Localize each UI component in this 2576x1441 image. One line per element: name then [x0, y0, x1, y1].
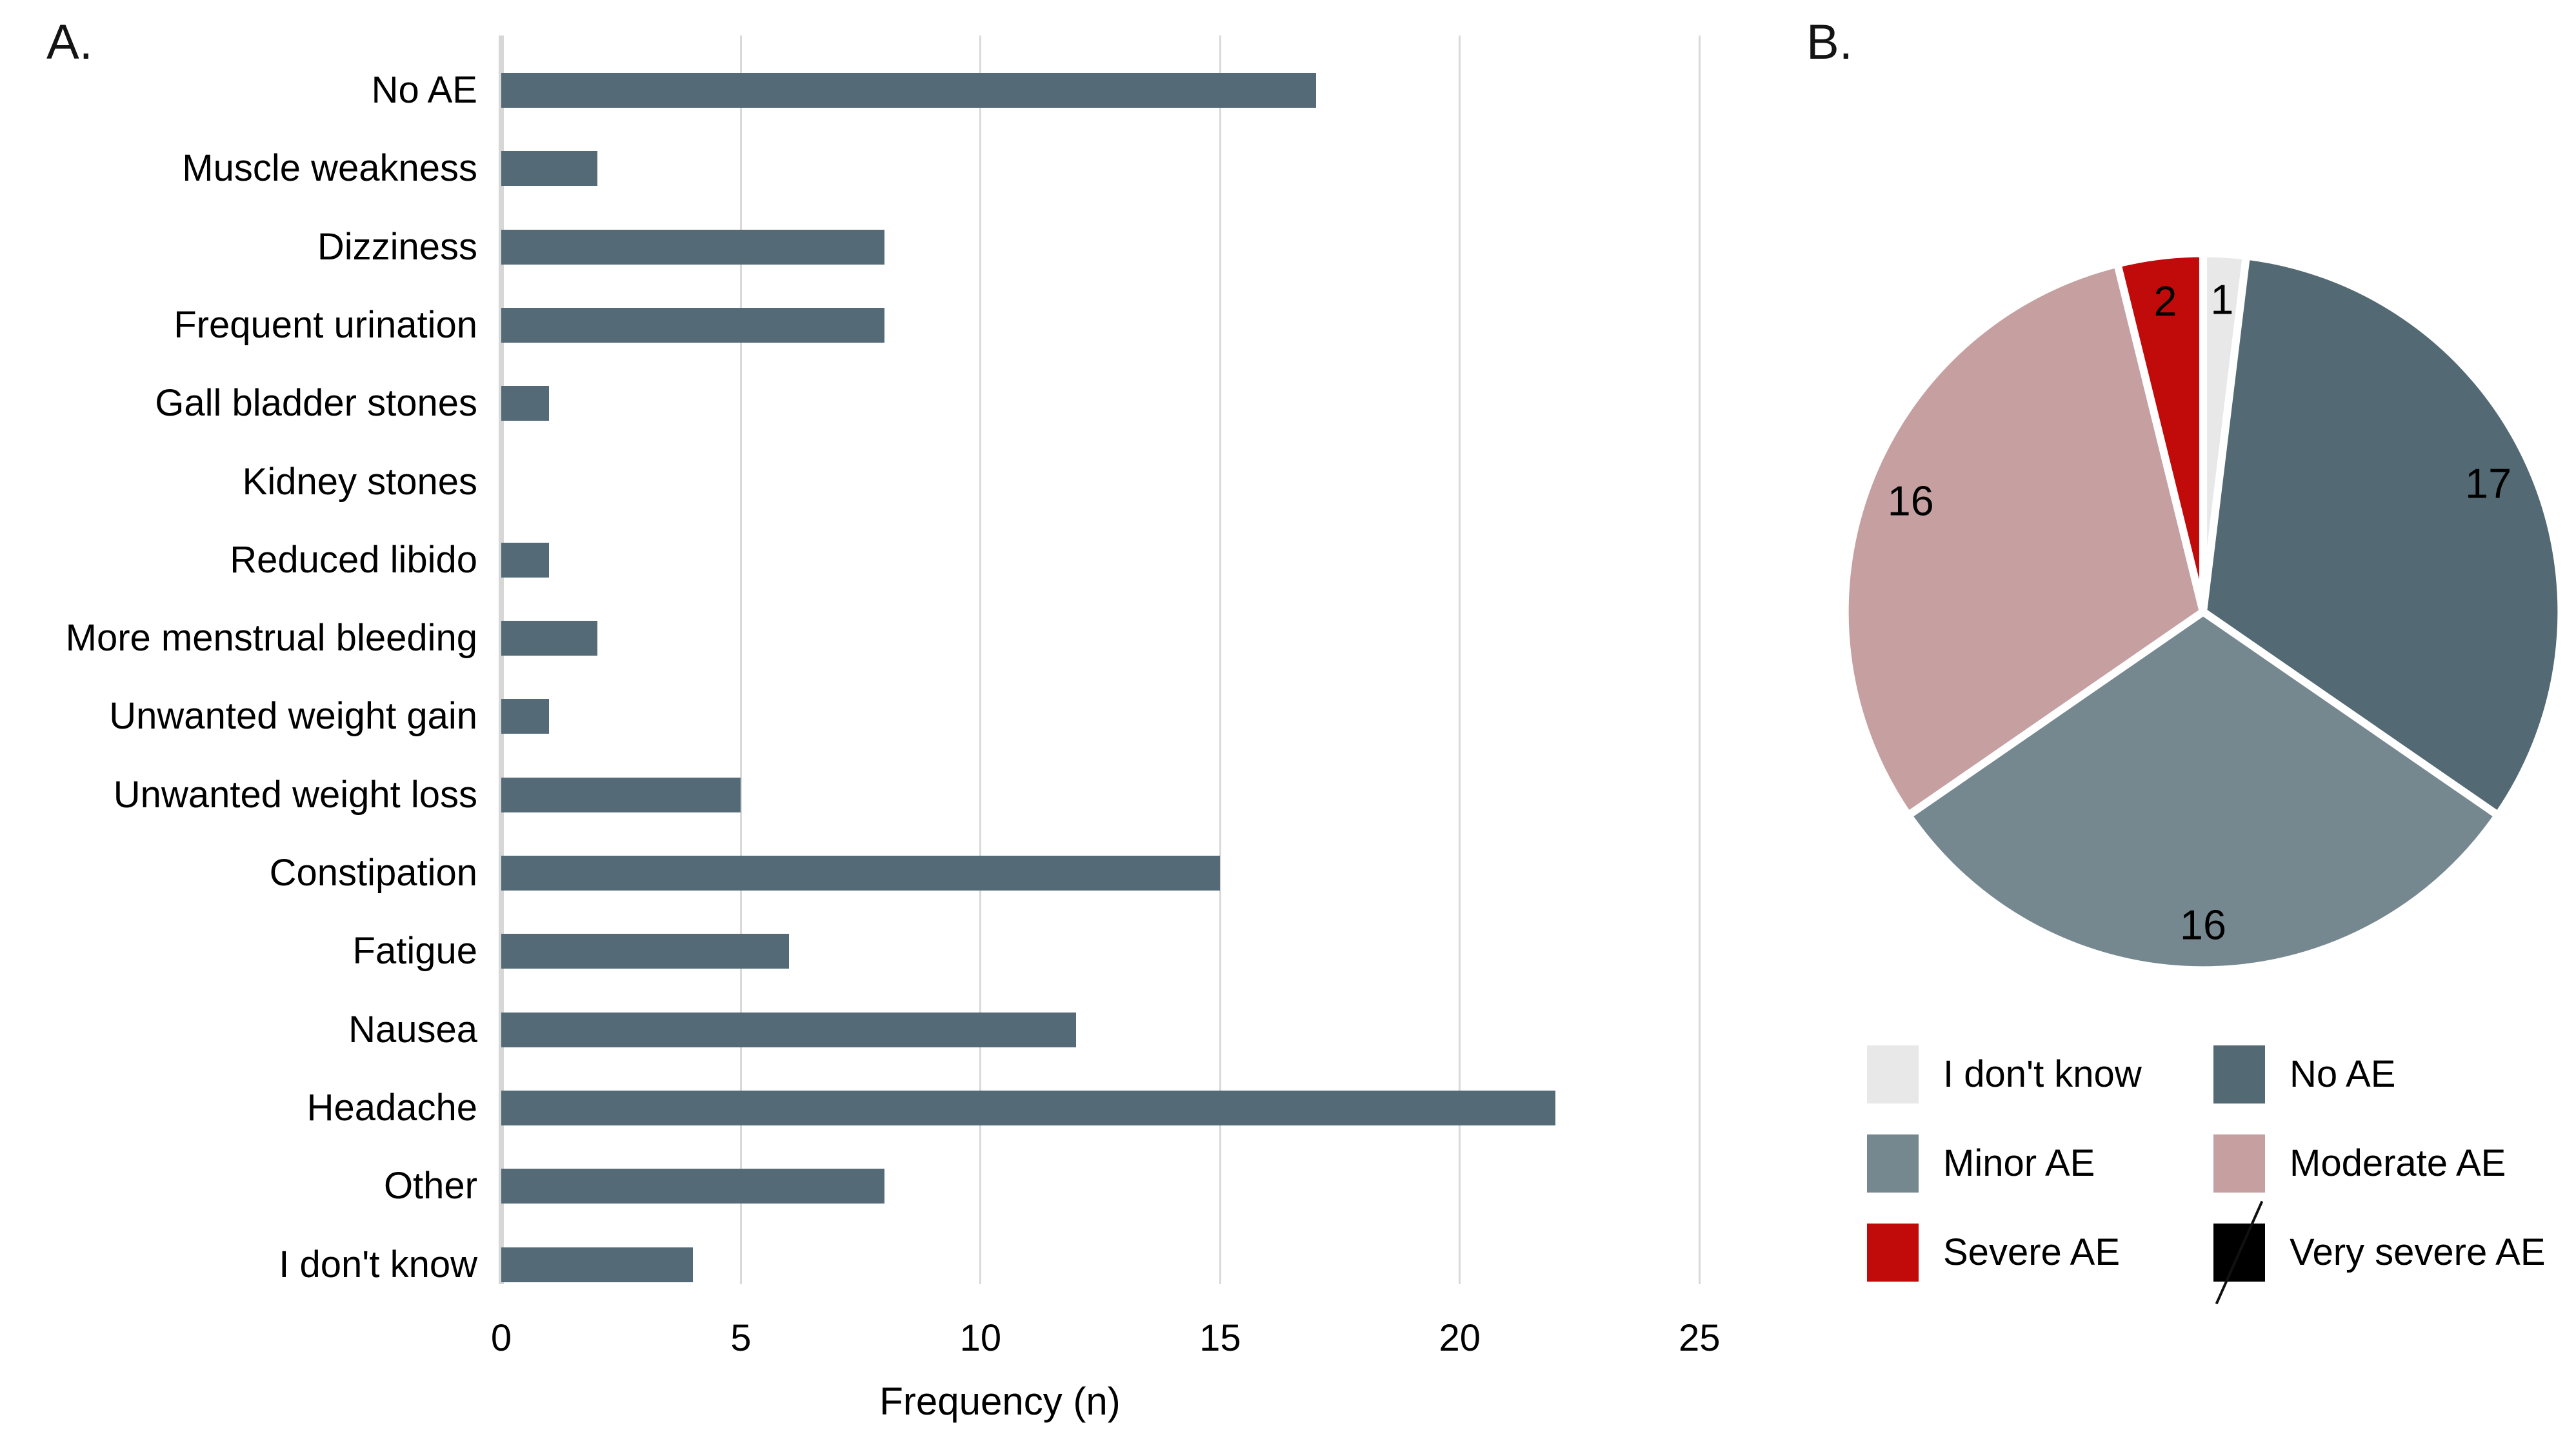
pie-value-label: 1	[2210, 276, 2233, 323]
bar	[501, 73, 1316, 108]
zero-slash-mark	[2215, 1200, 2264, 1305]
bar	[501, 229, 885, 265]
gridline	[979, 35, 982, 1284]
legend-swatch	[2213, 1045, 2265, 1103]
bar	[501, 777, 741, 812]
gridline	[1459, 35, 1461, 1284]
legend-label: Moderate AE	[2290, 1142, 2506, 1184]
bar	[501, 1247, 694, 1282]
x-axis-title: Frequency (n)	[879, 1380, 1121, 1423]
bar-category-label: No AE	[371, 69, 477, 111]
legend-swatch	[1867, 1134, 1919, 1193]
x-axis-tick: 25	[1678, 1317, 1721, 1359]
legend-label: I don't know	[1943, 1053, 2142, 1095]
legend-swatch	[2213, 1134, 2265, 1193]
legend-swatch	[1867, 1045, 1919, 1103]
bar	[501, 542, 550, 578]
bar-category-label: Dizziness	[317, 225, 477, 268]
pie-value-label: 16	[1888, 478, 1934, 525]
bar-category-label: Nausea	[348, 1008, 477, 1051]
bar-category-label: Other	[383, 1165, 477, 1207]
legend-swatch	[1867, 1224, 1919, 1282]
pie-slice	[1904, 607, 2502, 974]
bar-category-label: Kidney stones	[242, 460, 477, 503]
panel-b-letter: B.	[1806, 15, 1853, 70]
panel-a-letter: A.	[46, 15, 93, 70]
bar	[501, 307, 885, 343]
bar	[501, 699, 550, 734]
bar-category-label: Headache	[306, 1086, 477, 1129]
legend-label: Very severe AE	[2290, 1231, 2546, 1273]
pie-value-label: 2	[2154, 277, 2177, 325]
gridline	[1219, 35, 1221, 1284]
bar-category-label: I don't know	[279, 1243, 477, 1285]
bar	[501, 1012, 1077, 1047]
pie-slice	[1841, 259, 2208, 820]
bar-category-label: Muscle weakness	[182, 147, 477, 190]
bar-category-label: More menstrual bleeding	[65, 617, 477, 660]
bar	[501, 386, 550, 421]
legend-label: No AE	[2290, 1053, 2396, 1095]
bar-category-label: Gall bladder stones	[155, 382, 477, 425]
bar	[501, 934, 789, 969]
bar-category-label: Fatigue	[352, 930, 477, 972]
pie-slice	[2113, 249, 2208, 616]
bar	[501, 1169, 885, 1204]
x-axis-tick: 20	[1439, 1317, 1481, 1359]
bar	[501, 621, 597, 656]
x-axis-tick: 5	[730, 1317, 752, 1359]
pie-value-label: 16	[2180, 901, 2226, 948]
x-axis-tick: 0	[490, 1317, 512, 1359]
legend-label: Severe AE	[1943, 1231, 2121, 1273]
legend-swatch	[2213, 1200, 2265, 1305]
gridline	[739, 35, 742, 1284]
bar-category-label: Unwanted weight gain	[109, 695, 477, 738]
pie-value-label: 17	[2465, 460, 2511, 507]
legend-label: Minor AE	[1943, 1142, 2095, 1184]
bar-category-label: Constipation	[269, 852, 477, 894]
y-axis-line	[499, 35, 504, 1284]
bar	[501, 856, 1221, 891]
bar	[501, 1090, 1556, 1125]
bar-category-label: Unwanted weight loss	[113, 773, 477, 816]
bar-category-label: Frequent urination	[174, 303, 477, 346]
x-axis-tick: 15	[1199, 1317, 1241, 1359]
x-axis-tick: 10	[959, 1317, 1002, 1359]
bar	[501, 151, 597, 186]
bar-category-label: Reduced libido	[230, 538, 477, 581]
pie-slice	[2199, 252, 2566, 820]
pie-chart: 1 17 16 16 2	[1841, 249, 2566, 974]
gridline	[1698, 35, 1701, 1284]
